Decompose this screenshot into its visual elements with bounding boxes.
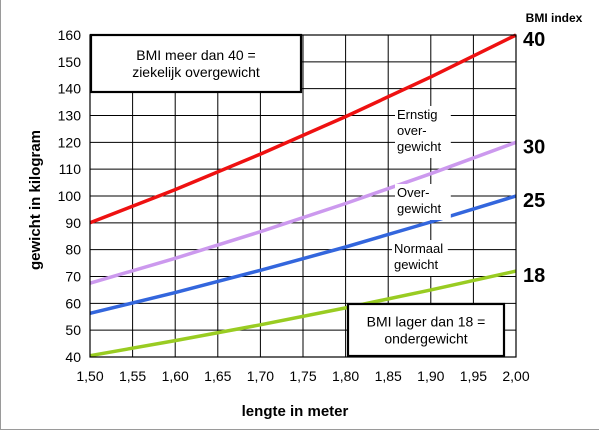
x-tick-label: 1,70: [247, 368, 274, 384]
series-layer: [89, 33, 517, 358]
x-tick-label: 1,95: [460, 368, 487, 384]
series-label-bmi-25: 25: [523, 190, 545, 212]
y-tick-label: 40: [65, 349, 81, 365]
y-tick-label: 60: [65, 295, 81, 311]
series-line-bmi-30: [89, 140, 517, 285]
y-tick-label: 140: [58, 81, 82, 97]
zone-label: gewicht: [394, 257, 438, 272]
zone-label: Normaal: [394, 241, 443, 256]
tick-layer: 1,50 1,55 1,60 1,65 1,70 1,75 1,80 1,85 1,90 1,95…: [58, 27, 530, 384]
annotation-box-bottom-text: BMI lager dan 18 =: [367, 314, 486, 330]
y-tick-label: 80: [65, 242, 81, 258]
series-label-bmi-18: 18: [523, 265, 545, 287]
y-tick-label: 130: [58, 108, 82, 124]
zone-label: Over-: [397, 185, 430, 200]
plot-frame: [89, 34, 517, 358]
x-tick-label: 1,85: [375, 368, 402, 384]
annotation-box-top-text: ziekelijk overgewicht: [132, 64, 260, 80]
y-tick-label: 110: [59, 161, 82, 177]
annotation-box-bottom-text: ondergewicht: [384, 331, 467, 347]
y-tick-label: 50: [65, 322, 81, 338]
y-tick-label: 100: [58, 188, 82, 204]
annotation-box-bottom: [346, 302, 506, 358]
x-tick-label: 1,60: [162, 368, 189, 384]
x-tick-label: 1,80: [332, 368, 359, 384]
series-line-bmi-18: [89, 269, 517, 358]
x-tick-label: 1,90: [417, 368, 444, 384]
series-label-bmi-30: 30: [523, 136, 545, 158]
zone-label-background: [395, 106, 451, 158]
annotation-box-top-text: BMI meer dan 40 =: [136, 47, 255, 63]
y-axis-label: gewicht in kilogram: [27, 130, 44, 270]
series-line-bmi-40: [89, 33, 517, 225]
annotation-layer: 40302518Ernstigover-gewichtOver-gewichtN…: [89, 29, 545, 358]
annotation-box-top: [89, 33, 303, 94]
series-label-bmi-40: 40: [523, 29, 545, 51]
x-tick-label: 1,55: [119, 368, 146, 384]
x-tick-label: 1,50: [76, 368, 103, 384]
zone-label: gewicht: [397, 139, 441, 154]
y-tick-label: 70: [65, 269, 81, 285]
y-tick-label: 90: [65, 215, 81, 231]
zone-label: gewicht: [397, 201, 441, 216]
plot-frame-layer: [89, 34, 517, 358]
y-tick-label: 150: [58, 54, 82, 70]
zone-label: over-: [397, 123, 427, 138]
zone-label-background: [395, 184, 451, 220]
x-tick-label: 1,75: [289, 368, 316, 384]
zone-label: Ernstig: [397, 107, 437, 122]
zone-label-background: [392, 240, 448, 276]
legend-title: BMI index: [526, 11, 583, 25]
x-tick-label: 2,00: [502, 368, 529, 384]
y-tick-label: 160: [58, 27, 82, 43]
x-tick-label: 1,65: [204, 368, 231, 384]
y-tick-label: 120: [58, 134, 82, 150]
x-axis-label: lengte in meter: [242, 403, 349, 420]
